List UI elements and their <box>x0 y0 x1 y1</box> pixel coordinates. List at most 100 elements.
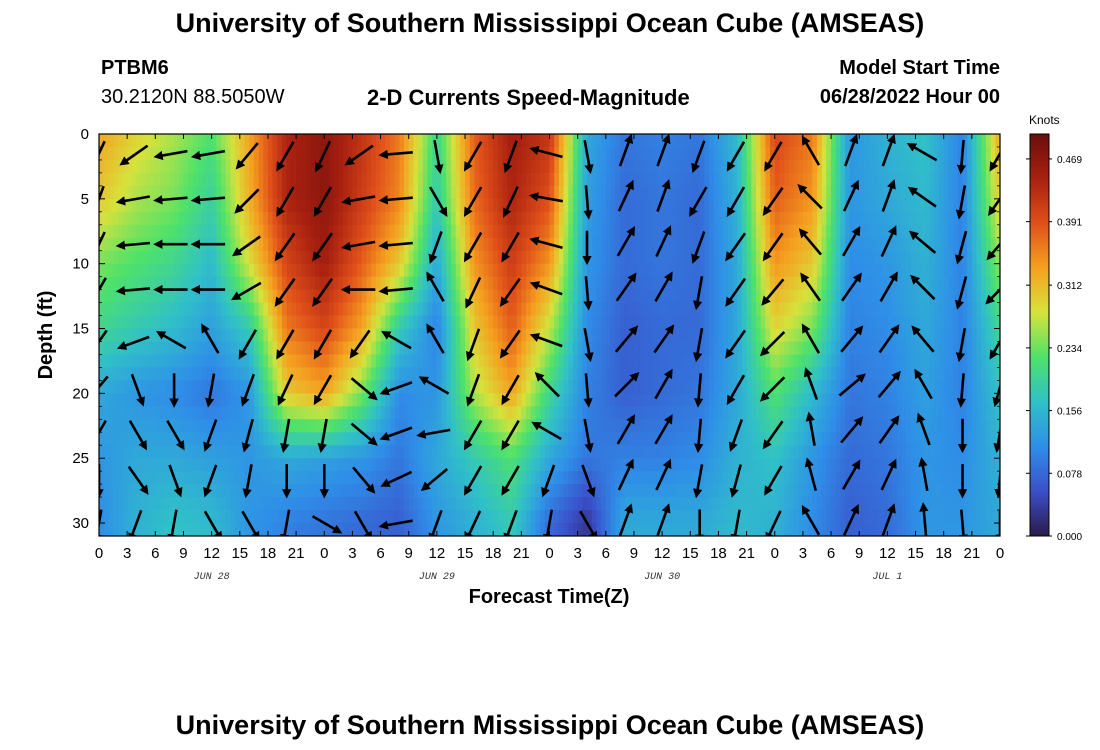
heatmap-cell <box>371 510 377 524</box>
heatmap-cell <box>737 211 743 226</box>
heatmap-cell <box>770 263 776 278</box>
heatmap-cell <box>521 484 527 498</box>
heatmap-cell <box>197 146 203 161</box>
heatmap-cell <box>488 328 494 343</box>
heatmap-cell <box>249 471 255 485</box>
heatmap-cell <box>450 289 457 304</box>
heatmap-cell <box>338 276 344 291</box>
heatmap-cell <box>680 159 687 174</box>
heatmap-cell <box>450 367 457 381</box>
heatmap-cell <box>746 393 752 407</box>
heatmap-cell <box>333 406 339 420</box>
heatmap-cell <box>540 523 546 536</box>
heatmap-cell <box>357 224 363 239</box>
heatmap-cell <box>160 224 166 239</box>
heatmap-cell <box>108 445 114 459</box>
heatmap-cell <box>305 380 311 394</box>
heatmap-cell <box>474 445 480 459</box>
heatmap-cell <box>103 146 109 161</box>
heatmap-cell <box>685 134 691 148</box>
heatmap-cell <box>418 159 424 174</box>
heatmap-cell <box>540 393 546 407</box>
heatmap-cell <box>131 263 138 278</box>
heatmap-cell <box>680 315 687 330</box>
heatmap-cell <box>150 523 156 536</box>
heatmap-cell <box>436 263 443 278</box>
heatmap-cell <box>460 380 466 394</box>
heatmap-cell <box>755 419 762 433</box>
heatmap-cell <box>230 237 236 252</box>
heatmap-cell <box>267 315 274 330</box>
heatmap-cell <box>479 445 485 459</box>
heatmap-cell <box>694 471 701 485</box>
heatmap-cell <box>511 484 518 498</box>
heatmap-cell <box>821 159 827 174</box>
heatmap-cell <box>582 302 588 317</box>
heatmap-cell <box>328 198 335 213</box>
heatmap-cell <box>638 146 644 161</box>
heatmap-cell <box>216 341 222 356</box>
heatmap-cell <box>535 159 541 174</box>
heatmap-cell <box>131 367 138 381</box>
heatmap-cell <box>211 458 217 472</box>
heatmap-cell <box>122 471 128 485</box>
heatmap-cell <box>497 250 504 265</box>
heatmap-cell <box>694 380 701 394</box>
heatmap-cell <box>413 432 419 446</box>
heatmap-cell <box>760 315 766 330</box>
heatmap-cell <box>155 159 161 174</box>
heatmap-cell <box>160 393 166 407</box>
heatmap-cell <box>807 159 813 174</box>
heatmap-cell <box>291 471 297 485</box>
heatmap-cell <box>746 419 752 433</box>
heatmap-cell <box>615 354 621 369</box>
heatmap-cell <box>310 302 316 317</box>
heatmap-cell <box>530 276 537 291</box>
heatmap-cell <box>160 406 166 420</box>
heatmap-cell <box>568 328 574 343</box>
heatmap-cell <box>296 328 302 343</box>
heatmap-cell <box>436 458 443 472</box>
heatmap-cell <box>526 276 532 291</box>
heatmap-cell <box>113 172 119 187</box>
heatmap-cell <box>751 445 757 459</box>
heatmap-cell <box>812 302 818 317</box>
heatmap-cell <box>352 289 358 304</box>
heatmap-cell <box>694 224 701 239</box>
heatmap-cell <box>155 341 161 356</box>
heatmap-cell <box>746 211 752 226</box>
heatmap-cell <box>737 367 743 381</box>
heatmap-cell <box>793 497 799 511</box>
heatmap-cell <box>737 354 743 369</box>
heatmap-cell <box>244 224 250 239</box>
heatmap-cell <box>361 198 368 213</box>
heatmap-cell <box>305 523 311 536</box>
heatmap-cell <box>633 146 640 161</box>
heatmap-cell <box>831 198 837 213</box>
heatmap-cell <box>338 250 344 265</box>
heatmap-cell <box>652 341 659 356</box>
heatmap-cell <box>535 484 541 498</box>
heatmap-cell <box>826 419 832 433</box>
heatmap-cell <box>610 497 616 511</box>
heatmap-cell <box>521 471 527 485</box>
heatmap-cell <box>300 523 307 536</box>
heatmap-cell <box>282 445 288 459</box>
heatmap-cell <box>455 211 461 226</box>
heatmap-cell <box>572 185 579 200</box>
heatmap-cell <box>666 211 673 226</box>
heatmap-cell <box>235 432 241 446</box>
heatmap-cell <box>422 172 429 187</box>
heatmap-cell <box>155 315 161 330</box>
heatmap-cell <box>169 224 175 239</box>
heatmap-cell <box>624 276 630 291</box>
heatmap-cell <box>347 315 354 330</box>
heatmap-cell <box>563 484 569 498</box>
heatmap-cell <box>638 458 644 472</box>
heatmap-cell <box>216 432 222 446</box>
heatmap-cell <box>831 263 837 278</box>
heatmap-cell <box>188 224 194 239</box>
heatmap-cell <box>835 380 842 394</box>
heatmap-cell <box>633 211 640 226</box>
heatmap-cell <box>835 172 842 187</box>
